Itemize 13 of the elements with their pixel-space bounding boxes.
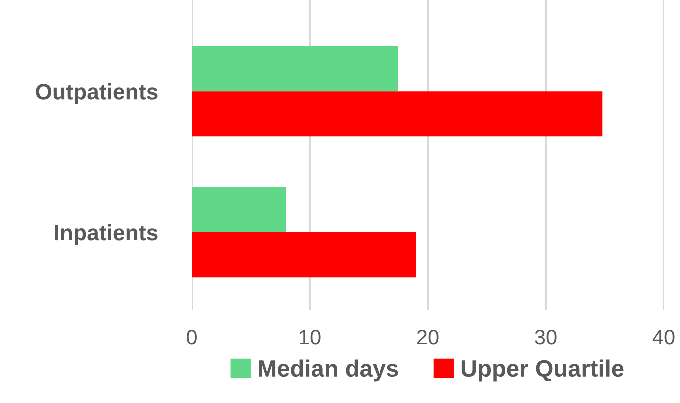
- x-tick-label: 20: [417, 330, 439, 345]
- bar: [192, 232, 416, 278]
- y-tick-label: Inpatients: [55, 224, 158, 246]
- bar: [192, 187, 286, 232]
- legend-label: Upper Quartile: [462, 360, 624, 382]
- x-tick-label: 30: [535, 330, 557, 345]
- x-tick-label: 0: [187, 330, 197, 345]
- bar: [192, 92, 603, 137]
- x-tick-label: 40: [652, 330, 675, 345]
- y-tick-label: Outpatients: [36, 84, 158, 104]
- legend-label: Median days: [259, 360, 398, 382]
- bar: [192, 46, 398, 92]
- x-tick-label: 10: [300, 330, 321, 345]
